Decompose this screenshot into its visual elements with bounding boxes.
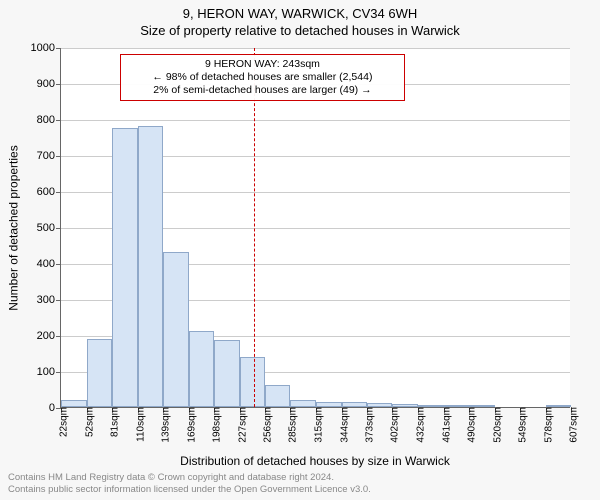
histogram-bar — [290, 400, 316, 407]
ytick-label: 700 — [21, 150, 61, 162]
histogram-bar — [112, 128, 137, 407]
xtick-label: 315sqm — [308, 407, 325, 443]
xtick-label: 110sqm — [129, 407, 146, 442]
xtick-label: 227sqm — [231, 407, 248, 443]
gridline — [61, 120, 570, 121]
ytick-label: 800 — [21, 114, 61, 126]
xtick-label: 520sqm — [487, 407, 504, 443]
annotation-line: 2% of semi-detached houses are larger (4… — [127, 84, 399, 97]
xtick-label: 432sqm — [410, 407, 427, 443]
ytick-label: 400 — [21, 258, 61, 270]
xtick-label: 139sqm — [155, 407, 172, 443]
annotation-line: 9 HERON WAY: 243sqm — [127, 58, 399, 71]
gridline — [61, 48, 570, 49]
ytick-label: 900 — [21, 78, 61, 90]
plot-area: 0100200300400500600700800900100022sqm52s… — [60, 48, 570, 408]
histogram-bar — [189, 331, 214, 407]
xtick-label: 373sqm — [359, 407, 376, 443]
xtick-label: 22sqm — [53, 407, 70, 437]
xtick-label: 198sqm — [206, 407, 223, 443]
xtick-label: 256sqm — [257, 407, 274, 443]
reference-line — [254, 48, 255, 407]
footer-line: Contains HM Land Registry data © Crown c… — [8, 472, 371, 484]
ytick-label: 500 — [21, 222, 61, 234]
xtick-label: 52sqm — [79, 407, 96, 437]
footer-line: Contains public sector information licen… — [8, 484, 371, 496]
ytick-label: 300 — [21, 294, 61, 306]
ytick-label: 1000 — [21, 42, 61, 54]
annotation-box: 9 HERON WAY: 243sqm← 98% of detached hou… — [120, 54, 406, 101]
histogram-bar — [87, 339, 112, 407]
chart-container: 9, HERON WAY, WARWICK, CV34 6WH Size of … — [0, 0, 600, 500]
histogram-bar — [214, 340, 239, 407]
chart-title: 9, HERON WAY, WARWICK, CV34 6WH — [0, 0, 600, 21]
histogram-bar — [61, 400, 87, 407]
ytick-label: 200 — [21, 330, 61, 342]
histogram-bar — [138, 126, 163, 407]
annotation-line: ← 98% of detached houses are smaller (2,… — [127, 71, 399, 84]
xtick-label: 285sqm — [282, 407, 299, 443]
xtick-label: 81sqm — [104, 407, 121, 437]
xtick-label: 344sqm — [333, 407, 350, 443]
histogram-bar — [240, 357, 265, 407]
xtick-label: 402sqm — [384, 407, 401, 443]
xtick-label: 461sqm — [435, 407, 452, 443]
ytick-label: 100 — [21, 366, 61, 378]
histogram-bar — [163, 252, 189, 407]
y-axis-title: Number of detached properties — [6, 48, 22, 408]
histogram-bar — [265, 385, 290, 407]
xtick-label: 490sqm — [461, 407, 478, 443]
x-axis-title: Distribution of detached houses by size … — [60, 454, 570, 468]
xtick-label: 549sqm — [512, 407, 529, 443]
xtick-label: 169sqm — [181, 407, 198, 443]
chart-subtitle: Size of property relative to detached ho… — [0, 21, 600, 38]
xtick-label: 578sqm — [537, 407, 554, 443]
attribution-footer: Contains HM Land Registry data © Crown c… — [8, 472, 371, 496]
xtick-label: 607sqm — [563, 407, 580, 443]
ytick-label: 600 — [21, 186, 61, 198]
